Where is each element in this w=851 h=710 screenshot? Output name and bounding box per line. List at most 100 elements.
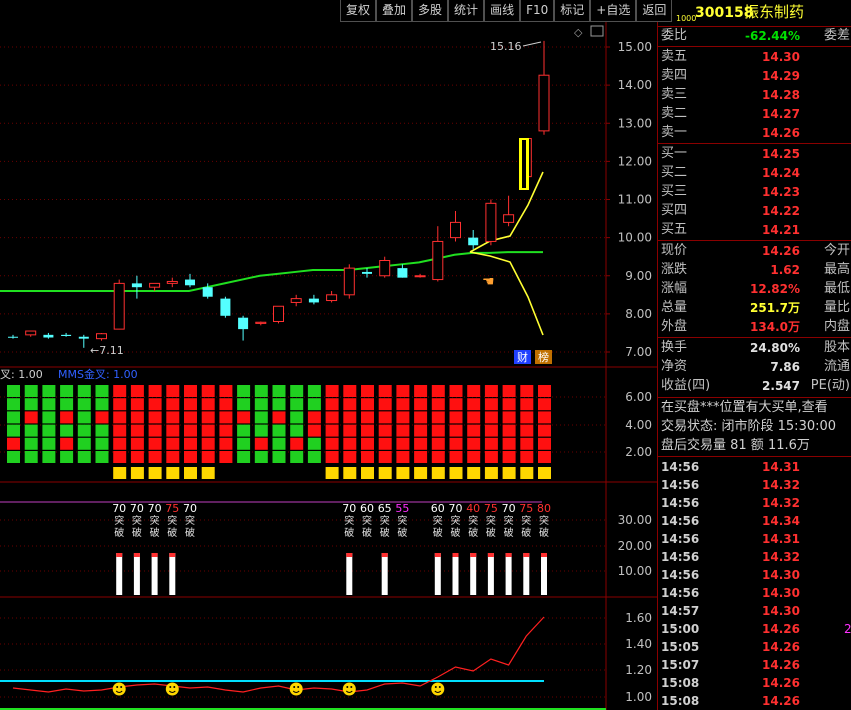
- candle[interactable]: [78, 334, 89, 348]
- toolbar-button-2[interactable]: 多股: [412, 0, 449, 22]
- candle[interactable]: [362, 268, 372, 278]
- candle[interactable]: [308, 294, 319, 305]
- quote-row: 现价 14.26 今开: [658, 242, 851, 260]
- diamond-icon[interactable]: ◇: [574, 26, 583, 39]
- weibi-row: 委比 -62.44% 委差: [658, 27, 851, 45]
- signal-column: [166, 385, 180, 479]
- candle[interactable]: [8, 334, 18, 339]
- badge-0[interactable]: [514, 350, 531, 364]
- candle[interactable]: [503, 195, 515, 227]
- candle[interactable]: [149, 282, 161, 291]
- tick-time: 14:56: [661, 478, 700, 492]
- bid-label: 买五: [661, 222, 688, 237]
- ask-row[interactable]: 卖二 14.27: [658, 105, 851, 123]
- candle[interactable]: [414, 273, 426, 278]
- candle[interactable]: [202, 283, 213, 299]
- toolbar-button-1[interactable]: 叠加: [376, 0, 413, 22]
- toolbar-button-8[interactable]: 返回: [636, 0, 673, 22]
- bid-label: 买三: [661, 184, 688, 199]
- toolbar-button-0[interactable]: 复权: [340, 0, 377, 22]
- price-axis-label: 12.00: [618, 154, 652, 168]
- toolbar-button-4[interactable]: 画线: [484, 0, 521, 22]
- toolbar-button-7[interactable]: +自选: [590, 0, 637, 22]
- bid-row[interactable]: 买四 14.22: [658, 202, 851, 220]
- candle[interactable]: [485, 199, 497, 246]
- toolbar-button-5[interactable]: F10: [520, 0, 555, 22]
- candle[interactable]: [468, 230, 479, 250]
- candle[interactable]: [113, 279, 125, 330]
- signal-column: [148, 385, 162, 479]
- ind1-axis-label: 2.00: [625, 445, 652, 459]
- signal-number: 60: [431, 502, 445, 515]
- quote-right-label: 量比: [823, 300, 850, 315]
- bid-row[interactable]: 买一 14.25: [658, 145, 851, 163]
- candle[interactable]: [326, 291, 338, 303]
- stock-prefix: 1000: [676, 14, 697, 23]
- candle[interactable]: [343, 264, 355, 299]
- signal-text: 破: [451, 526, 461, 539]
- high-label: 15.16: [490, 40, 522, 53]
- weibi-label: 委比: [661, 28, 688, 43]
- candle[interactable]: [432, 226, 444, 282]
- candle[interactable]: [185, 273, 195, 288]
- candle[interactable]: [43, 332, 54, 339]
- signal-column: [130, 385, 144, 479]
- bid-row[interactable]: 买五 14.21: [658, 221, 851, 239]
- ask-label: 卖一: [661, 125, 688, 140]
- candle[interactable]: [96, 332, 107, 341]
- kline-svg[interactable]: 15.00 14.00 13.00 12.00 11.00 10.00 9.00 8.00 7.…: [0, 0, 657, 710]
- divider: [658, 46, 851, 47]
- bid-label: 买二: [661, 165, 688, 180]
- bid-price: 14.22: [762, 204, 800, 218]
- ask-label: 卖五: [661, 49, 688, 64]
- signal-text: 破: [468, 526, 478, 539]
- badge-1[interactable]: [535, 350, 552, 364]
- signal-column: [254, 385, 268, 463]
- ind1-title-left: 叉: 1.00: [0, 368, 43, 381]
- stock-code: 300158: [695, 5, 754, 21]
- ask-row[interactable]: 卖一 14.26: [658, 124, 851, 142]
- signal-text: 突: [362, 514, 372, 527]
- ask-row[interactable]: 卖三 14.28: [658, 86, 851, 104]
- candle[interactable]: [379, 256, 391, 278]
- candle[interactable]: [238, 315, 249, 341]
- signal-text: 突: [397, 514, 407, 527]
- candle[interactable]: [131, 275, 142, 299]
- toolbar-button-3[interactable]: 统计: [448, 0, 485, 22]
- bid-row[interactable]: 买二 14.24: [658, 164, 851, 182]
- signal-column: [396, 385, 410, 479]
- window-icon[interactable]: [590, 25, 604, 37]
- ask-row[interactable]: 卖五 14.30: [658, 48, 851, 66]
- signal-text: 破: [521, 526, 531, 539]
- candle[interactable]: [220, 296, 231, 318]
- candle[interactable]: [166, 277, 178, 288]
- signal-column: [414, 385, 428, 479]
- ask-row[interactable]: 卖四 14.29: [658, 67, 851, 85]
- toolbar-button-6[interactable]: 标记: [554, 0, 591, 22]
- quote-right-label: 最高: [823, 262, 850, 277]
- quote-value: 7.86: [770, 360, 800, 374]
- signal-text: 破: [185, 526, 195, 539]
- signal-number: 70: [183, 502, 197, 515]
- candle[interactable]: [255, 321, 267, 326]
- bid-row[interactable]: 买三 14.23: [658, 183, 851, 201]
- candle[interactable]: [273, 305, 284, 324]
- candle[interactable]: [538, 40, 550, 135]
- candle[interactable]: [25, 330, 37, 337]
- ask-label: 卖二: [661, 106, 688, 121]
- candle[interactable]: [290, 294, 302, 307]
- tick-row: 14:56 14.30: [658, 584, 851, 602]
- candle[interactable]: [397, 264, 408, 278]
- quote-right-label: PE(动): [810, 378, 850, 393]
- divider: [658, 26, 851, 27]
- projection-lower-line: [469, 251, 544, 336]
- signal-text: 破: [344, 526, 354, 539]
- tick-row: 14:56 14.34: [658, 512, 851, 530]
- signal-column: [449, 385, 463, 479]
- candle[interactable]: [450, 210, 461, 242]
- candle[interactable]: [61, 332, 72, 337]
- smiley-icon: [165, 682, 179, 696]
